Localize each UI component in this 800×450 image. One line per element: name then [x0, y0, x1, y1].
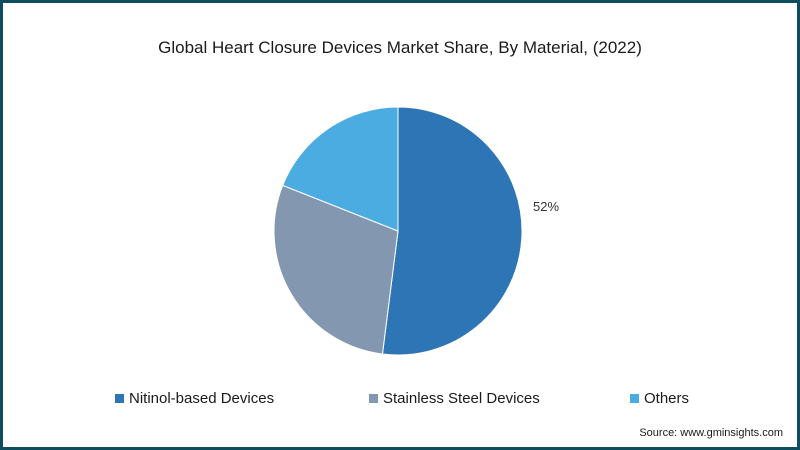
pie-slice-others [282, 106, 399, 232]
legend-label-stainless-steel: Stainless Steel Devices [383, 390, 540, 407]
source-note: Source: www.gminsights.com [639, 427, 783, 439]
legend-swatch-stainless-steel [369, 394, 378, 403]
legend-label-others: Others [644, 390, 690, 407]
pie-slice-nitinol-based-devices [381, 106, 523, 356]
legend-label-nitinol: Nitinol-based Devices [129, 390, 275, 407]
legend: Nitinol-based Devices Stainless Steel De… [3, 390, 797, 410]
legend-item-stainless-steel: Stainless Steel Devices [369, 390, 540, 407]
pie-slice-stainless-steel-devices [273, 184, 399, 355]
legend-swatch-others [630, 394, 639, 403]
legend-item-others: Others [630, 390, 689, 407]
legend-swatch-nitinol [115, 394, 124, 403]
chart-title: Global Heart Closure Devices Market Shar… [158, 38, 642, 57]
pie-chart: 52% [273, 106, 559, 356]
legend-item-nitinol: Nitinol-based Devices [115, 390, 274, 407]
slice-label-nitinol-based-devices: 52% [533, 199, 559, 214]
